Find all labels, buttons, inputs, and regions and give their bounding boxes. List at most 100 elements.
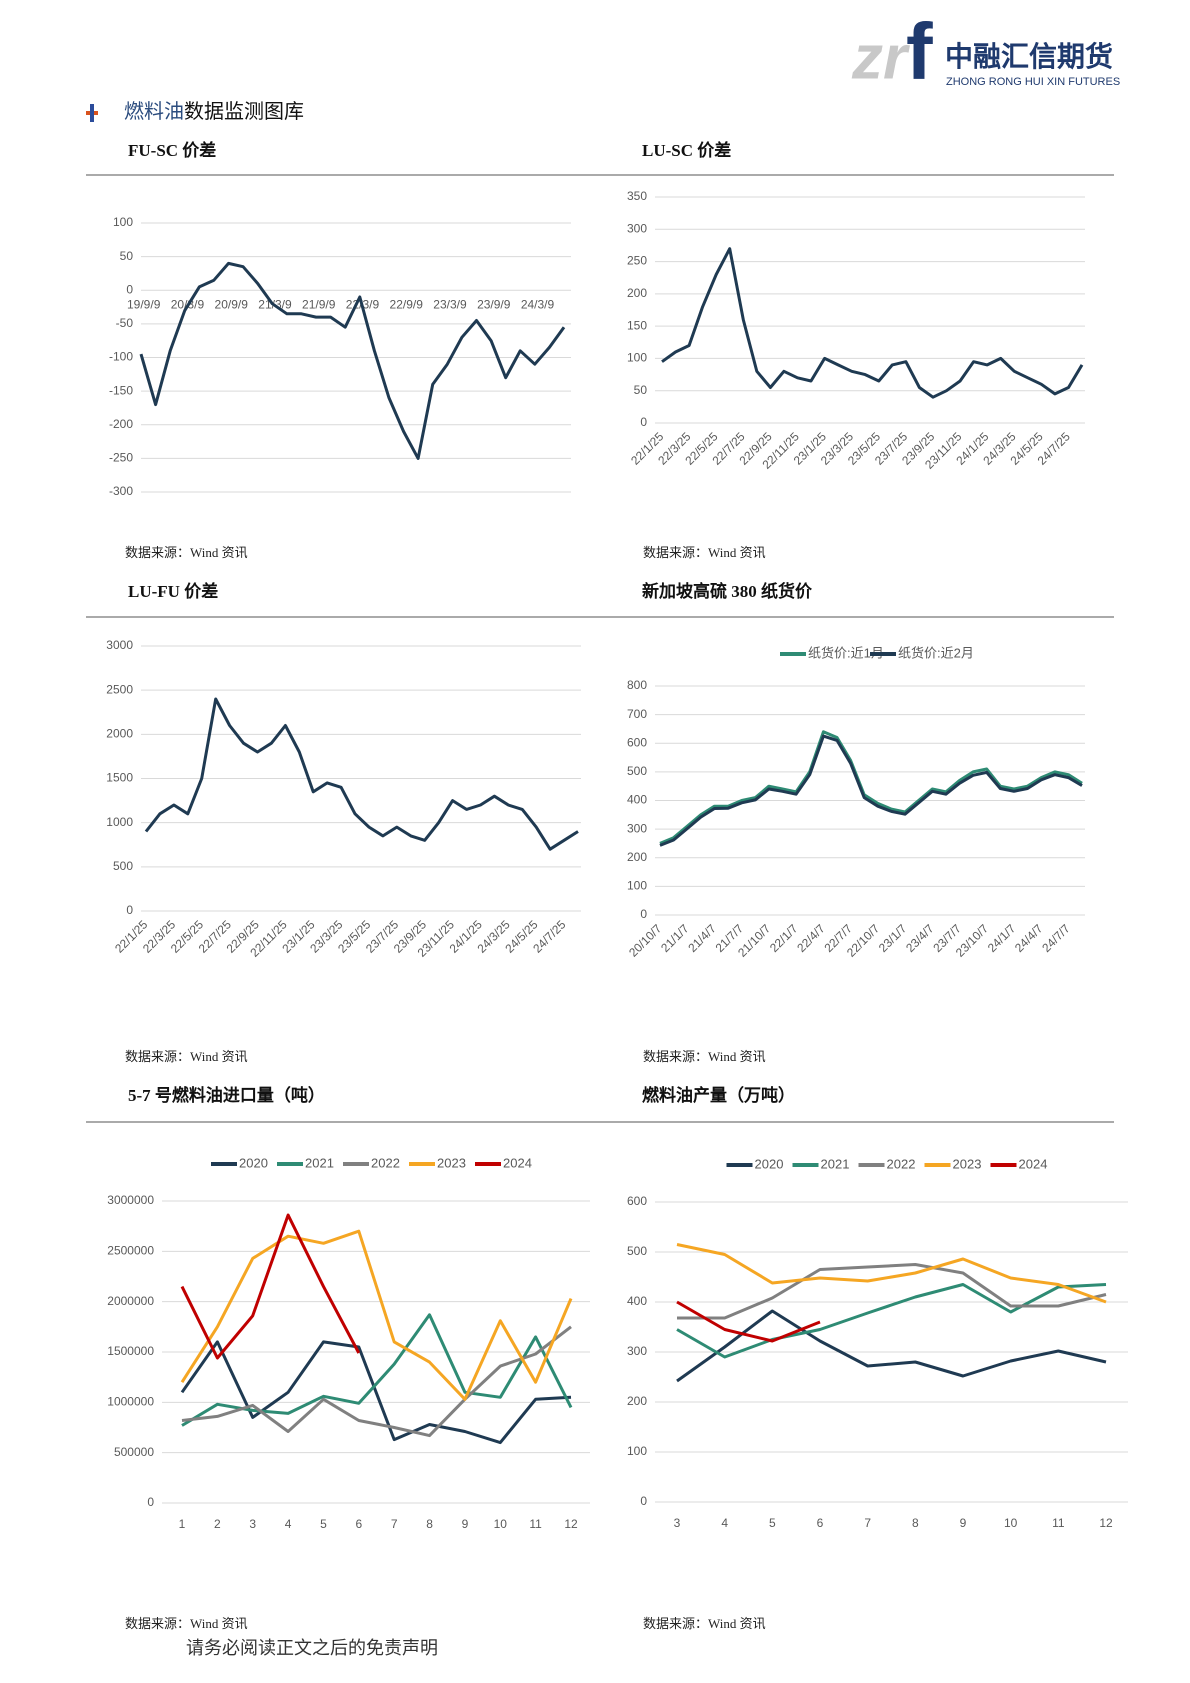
legend-label: 2023 bbox=[437, 1155, 466, 1170]
y-tick-label: 300 bbox=[627, 221, 647, 235]
y-tick-label: 0 bbox=[640, 907, 647, 921]
chart-title: LU-FU 价差 bbox=[128, 581, 218, 601]
x-tick-label: 10 bbox=[1004, 1516, 1018, 1530]
y-tick-label: 600 bbox=[627, 1194, 647, 1208]
series-line bbox=[677, 1263, 1107, 1320]
x-tick-label: 4 bbox=[285, 1517, 292, 1531]
chart-title: 燃料油产量（万吨） bbox=[642, 1085, 795, 1105]
legend-label: 2022 bbox=[887, 1156, 916, 1171]
x-tick-label: 9 bbox=[462, 1517, 469, 1531]
series-line bbox=[676, 1309, 1107, 1383]
x-tick-label: 3 bbox=[674, 1516, 681, 1530]
x-tick-label: 23/3/9 bbox=[433, 297, 467, 311]
x-tick-label: 21/9/9 bbox=[302, 297, 336, 311]
company-name-en: ZHONG RONG HUI XIN FUTURES bbox=[946, 76, 1120, 88]
section-rest: 数据监测图库 bbox=[184, 100, 304, 123]
y-tick-label: -150 bbox=[109, 383, 133, 397]
y-tick-label: -300 bbox=[109, 484, 133, 498]
y-tick-label: 400 bbox=[627, 793, 647, 807]
y-tick-label: 500 bbox=[627, 764, 647, 778]
y-tick-label: 0 bbox=[640, 415, 647, 429]
y-tick-label: 50 bbox=[634, 383, 648, 397]
source-note: 数据来源：Wind 资讯 bbox=[643, 1616, 766, 1631]
x-tick-label: 12 bbox=[1099, 1516, 1113, 1530]
x-tick-label: 10 bbox=[494, 1517, 508, 1531]
series-line bbox=[659, 730, 1083, 845]
y-tick-label: 250 bbox=[627, 254, 647, 268]
y-tick-label: 2000 bbox=[106, 727, 133, 741]
x-tick-label: 3 bbox=[249, 1517, 256, 1531]
y-tick-label: -250 bbox=[109, 451, 133, 465]
y-tick-label: 50 bbox=[120, 249, 134, 263]
chart: 燃料油产量（万吨） 数据来源：Wind 资讯 600 500 400 300 200 100 0… bbox=[627, 1085, 1128, 1631]
company-name: 中融汇信期货 bbox=[945, 40, 1113, 73]
x-tick-label: 1 bbox=[179, 1517, 186, 1531]
series-line bbox=[676, 1283, 1107, 1359]
x-tick-label: 6 bbox=[817, 1516, 824, 1530]
y-tick-label: 3000000 bbox=[107, 1193, 154, 1207]
source-note: 数据来源：Wind 资讯 bbox=[643, 1049, 766, 1064]
y-tick-label: -50 bbox=[116, 316, 134, 330]
y-tick-label: 100 bbox=[627, 351, 647, 365]
x-tick-label: 8 bbox=[912, 1516, 919, 1530]
series-line bbox=[180, 1229, 573, 1401]
x-tick-label: 11 bbox=[1052, 1516, 1065, 1530]
x-tick-label: 19/9/9 bbox=[127, 297, 161, 311]
x-tick-label: 20/10/7 bbox=[626, 921, 664, 959]
chart-title: 新加坡高硫 380 纸货价 bbox=[642, 581, 813, 601]
y-tick-label: 1500 bbox=[106, 771, 133, 785]
y-tick-label: 150 bbox=[627, 318, 647, 332]
chart-title: LU-SC 价差 bbox=[642, 140, 731, 160]
series-line bbox=[661, 247, 1084, 399]
logo-mark: f bbox=[906, 7, 933, 96]
legend-label: 2021 bbox=[305, 1155, 334, 1170]
series-line bbox=[144, 697, 579, 851]
x-tick-label: 5 bbox=[320, 1517, 327, 1531]
legend-label: 2020 bbox=[755, 1156, 784, 1171]
chart-title: 5-7 号燃料油进口量（吨） bbox=[128, 1085, 325, 1105]
y-tick-label: 300 bbox=[627, 1344, 647, 1358]
y-tick-label: 1500000 bbox=[107, 1344, 154, 1358]
x-tick-label: 11 bbox=[529, 1517, 542, 1531]
x-tick-label: 9 bbox=[960, 1516, 967, 1530]
legend-label: 2020 bbox=[239, 1155, 268, 1170]
y-tick-label: 200 bbox=[627, 1394, 647, 1408]
series-line bbox=[139, 261, 566, 460]
x-tick-label: 6 bbox=[355, 1517, 362, 1531]
y-tick-label: 500 bbox=[627, 1244, 647, 1258]
y-tick-label: 100 bbox=[627, 1444, 647, 1458]
icon-part bbox=[90, 104, 94, 122]
x-tick-label: 24/3/9 bbox=[521, 297, 555, 311]
x-tick-label: 8 bbox=[426, 1517, 433, 1531]
source-note: 数据来源：Wind 资讯 bbox=[643, 545, 766, 560]
x-tick-label: 2 bbox=[214, 1517, 221, 1531]
legend-label: 2024 bbox=[1019, 1156, 1048, 1171]
source-note: 数据来源：Wind 资讯 bbox=[125, 1049, 248, 1064]
y-tick-label: 0 bbox=[640, 1494, 647, 1508]
legend-label: 纸货价:近1月 bbox=[808, 645, 884, 660]
legend-label: 2022 bbox=[371, 1155, 400, 1170]
x-tick-label: 20/9/9 bbox=[215, 297, 249, 311]
y-tick-label: -100 bbox=[109, 350, 133, 364]
x-tick-label: 22/4/7 bbox=[794, 921, 828, 955]
series-line bbox=[181, 1325, 572, 1438]
series-line bbox=[659, 734, 1083, 847]
chart: 5-7 号燃料油进口量（吨）数据来源：Wind 资讯30000002500000… bbox=[107, 1085, 590, 1631]
y-tick-label: 1000000 bbox=[107, 1395, 154, 1409]
section-highlight: 燃料油 bbox=[124, 100, 184, 123]
y-tick-label: 700 bbox=[627, 707, 647, 721]
y-tick-label: 600 bbox=[627, 735, 647, 749]
y-tick-label: 200 bbox=[627, 286, 647, 300]
y-tick-label: 0 bbox=[126, 903, 133, 917]
y-tick-label: 2000000 bbox=[107, 1294, 154, 1308]
y-tick-label: 350 bbox=[627, 189, 647, 203]
source-note: 数据来源：Wind 资讯 bbox=[125, 545, 248, 560]
series-line bbox=[181, 1313, 573, 1427]
y-tick-label: 2500 bbox=[106, 682, 133, 696]
x-tick-label: 24/1/7 bbox=[985, 921, 1019, 955]
source-note: 数据来源：Wind 资讯 bbox=[125, 1616, 248, 1631]
y-tick-label: 3000 bbox=[106, 638, 133, 652]
